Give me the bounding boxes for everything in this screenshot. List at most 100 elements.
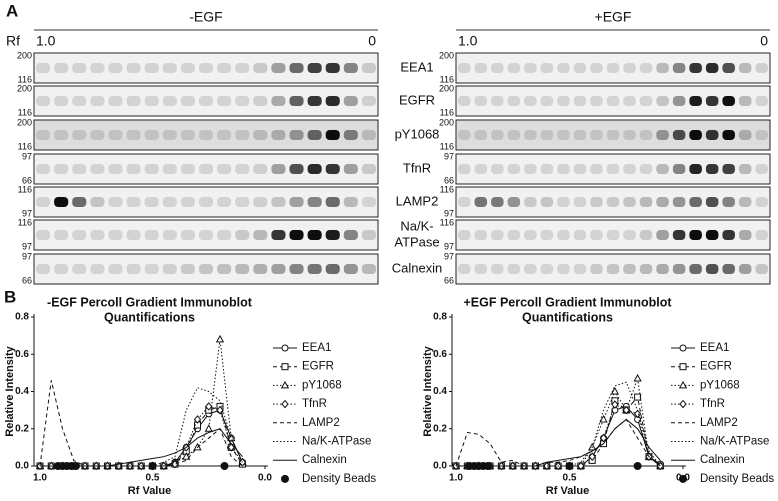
mw-marker: 200	[17, 50, 32, 60]
series	[35, 334, 247, 469]
marker	[204, 424, 213, 432]
band	[307, 96, 322, 106]
chart-title: +EGF Percoll Gradient Immunoblot	[463, 295, 672, 309]
marker	[182, 452, 191, 460]
band	[623, 164, 636, 174]
mw-marker: 66	[444, 175, 454, 185]
band	[144, 164, 159, 174]
line	[40, 339, 243, 467]
legend-label: Calnexin	[700, 454, 745, 466]
band	[90, 197, 105, 207]
band	[289, 63, 304, 73]
band	[656, 264, 669, 274]
mw-marker: 116	[18, 217, 32, 227]
band	[689, 264, 702, 274]
band	[108, 264, 123, 274]
legend-label: pY1068	[302, 379, 342, 391]
band	[235, 264, 250, 274]
band	[289, 96, 304, 106]
band	[722, 164, 735, 174]
band	[108, 230, 123, 240]
band	[361, 63, 376, 73]
band	[108, 63, 123, 73]
band	[540, 130, 554, 140]
band	[361, 130, 376, 140]
band	[325, 130, 340, 140]
band	[289, 230, 304, 240]
band	[722, 96, 735, 106]
marker	[633, 373, 642, 382]
marker	[588, 452, 596, 461]
band	[738, 264, 752, 274]
band	[235, 130, 250, 140]
band	[36, 230, 51, 240]
band	[235, 197, 250, 207]
band	[557, 197, 570, 207]
band	[491, 130, 504, 140]
band	[108, 197, 123, 207]
marker	[611, 400, 619, 409]
series	[465, 462, 642, 470]
band	[474, 230, 488, 240]
band	[755, 164, 768, 174]
band	[162, 130, 177, 140]
band	[253, 96, 268, 106]
series	[39, 380, 243, 467]
band	[557, 130, 570, 140]
band	[491, 197, 504, 207]
band	[590, 264, 603, 274]
band	[755, 130, 768, 140]
marker	[215, 334, 225, 343]
series	[36, 406, 246, 470]
marker	[599, 414, 608, 423]
y-tick-label: 0.4	[15, 386, 29, 397]
legend-label: Na/K-ATPase	[700, 436, 769, 448]
band	[72, 264, 87, 274]
band	[507, 264, 521, 274]
band	[722, 197, 735, 207]
mw-marker: 116	[18, 184, 32, 194]
band	[689, 130, 702, 140]
y-tick-label: 0.4	[433, 386, 447, 397]
band	[590, 63, 603, 73]
legend-label: Density Beads	[302, 473, 376, 485]
rf-end: 0	[760, 33, 768, 49]
band	[639, 130, 653, 140]
band	[253, 264, 268, 274]
band	[271, 164, 286, 174]
mw-marker: 97	[444, 208, 454, 218]
band	[253, 230, 268, 240]
x-tick-label: 0.5	[146, 473, 160, 484]
band	[722, 63, 735, 73]
blot-label: LAMP2	[396, 193, 439, 208]
band	[144, 63, 159, 73]
line	[39, 380, 243, 467]
x-axis-label: Rf Value	[128, 485, 171, 497]
band	[54, 130, 69, 140]
band	[705, 230, 719, 240]
band	[235, 230, 250, 240]
band	[705, 164, 719, 174]
band	[507, 96, 521, 106]
band	[474, 63, 488, 73]
legend-marker	[281, 474, 289, 483]
band	[253, 197, 268, 207]
band	[623, 197, 636, 207]
band	[198, 96, 214, 106]
band	[672, 130, 686, 140]
band	[540, 230, 554, 240]
band	[361, 230, 376, 240]
band	[307, 197, 322, 207]
legend-label: LAMP2	[302, 417, 340, 429]
band	[507, 130, 521, 140]
group-title: +EGF	[595, 9, 632, 25]
mw-marker: 116	[18, 141, 32, 151]
line	[455, 418, 661, 467]
band	[689, 197, 702, 207]
legend-label: EEA1	[700, 342, 729, 354]
line	[456, 405, 661, 467]
band	[474, 164, 488, 174]
band	[573, 164, 587, 174]
line	[456, 403, 661, 467]
rf-label: Rf	[6, 33, 20, 49]
